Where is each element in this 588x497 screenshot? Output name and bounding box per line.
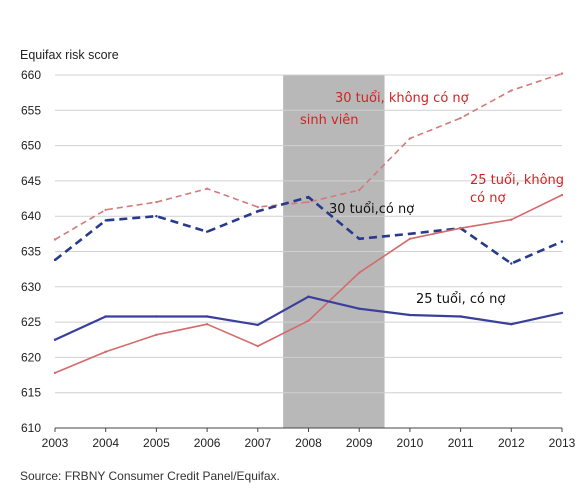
y-axis-label: Equifax risk score	[20, 48, 119, 62]
annotation-label: sinh viên	[300, 113, 359, 128]
series-4-point	[510, 323, 513, 326]
series-2-point	[358, 237, 361, 240]
x-tick-label: 2008	[295, 436, 322, 450]
series-1-point	[358, 188, 361, 192]
series-3-point	[256, 344, 259, 348]
series-3-point	[459, 227, 462, 230]
x-tick-label: 2007	[244, 436, 271, 450]
series-1-point	[459, 116, 462, 120]
series-4-point	[408, 313, 412, 317]
series-3-point	[53, 371, 57, 375]
series-2-point	[510, 262, 513, 265]
series-2-point	[205, 230, 209, 233]
y-tick-label: 640	[21, 209, 41, 223]
y-tick-label: 615	[21, 386, 41, 400]
annotation-label: có nợ	[470, 191, 505, 206]
series-4-point	[256, 323, 259, 327]
series-3-point	[510, 218, 513, 221]
series-1-point	[53, 238, 57, 241]
y-tick-label: 630	[21, 280, 41, 294]
annotation-label: 25 tuổi, có nợ	[416, 292, 505, 307]
x-tick-label: 2013	[549, 436, 576, 450]
x-tick-label: 2011	[448, 436, 474, 450]
series-3-point	[205, 323, 209, 326]
series-1-point	[510, 89, 513, 92]
x-tick-label: 2010	[397, 436, 424, 450]
series-2-point	[104, 219, 107, 222]
series-3-point	[358, 271, 361, 274]
x-tick-label: 2005	[143, 436, 170, 450]
series-4-point	[358, 307, 361, 310]
y-tick-label: 625	[21, 315, 41, 329]
y-tick-label: 635	[21, 245, 41, 259]
series-1-point	[205, 187, 209, 190]
series-1-point	[155, 200, 158, 204]
series-3-point	[155, 333, 158, 337]
series-1-point	[560, 72, 564, 75]
series-1-point	[307, 200, 310, 204]
x-tick-label: 2009	[346, 436, 373, 450]
series-2-point	[408, 232, 412, 236]
series-4-point	[459, 315, 462, 318]
series-3-point	[104, 350, 107, 353]
series-4-point	[155, 315, 158, 318]
series-2-point	[155, 215, 158, 218]
series-3-point	[408, 237, 412, 240]
series-4-point	[53, 338, 57, 341]
x-tick-label: 2004	[92, 436, 119, 450]
series-line-1	[54, 72, 563, 241]
series-4-point	[104, 315, 107, 318]
source-note: Source: FRBNY Consumer Credit Panel/Equi…	[20, 469, 280, 483]
series-1-point	[256, 205, 259, 209]
series-2-point	[53, 258, 57, 262]
series-2-point	[256, 210, 259, 213]
y-tick-label: 655	[21, 103, 41, 117]
series-4-point	[205, 315, 209, 318]
x-tick-label: 2006	[194, 436, 221, 450]
series-1-point	[104, 208, 107, 212]
annotation-label: 30 tuổi,có nợ	[329, 202, 414, 217]
y-tick-label: 650	[21, 139, 41, 153]
x-tick-label: 2012	[498, 436, 525, 450]
series-2-point	[560, 240, 564, 243]
x-tick-label: 2003	[42, 436, 69, 450]
annotation-label: 30 tuổi, không có nợ	[335, 91, 469, 106]
series-3-point	[560, 193, 564, 197]
y-tick-label: 660	[21, 68, 41, 82]
y-tick-label: 645	[21, 174, 41, 188]
y-tick-label: 620	[21, 350, 41, 364]
annotation-label: 25 tuổi, không	[470, 173, 564, 188]
series-3-point	[307, 319, 310, 322]
series-4-point	[307, 295, 310, 298]
y-tick-label: 610	[21, 421, 41, 435]
series-2-point	[307, 195, 310, 199]
series-4-point	[560, 311, 564, 315]
series-1-point	[408, 137, 412, 140]
